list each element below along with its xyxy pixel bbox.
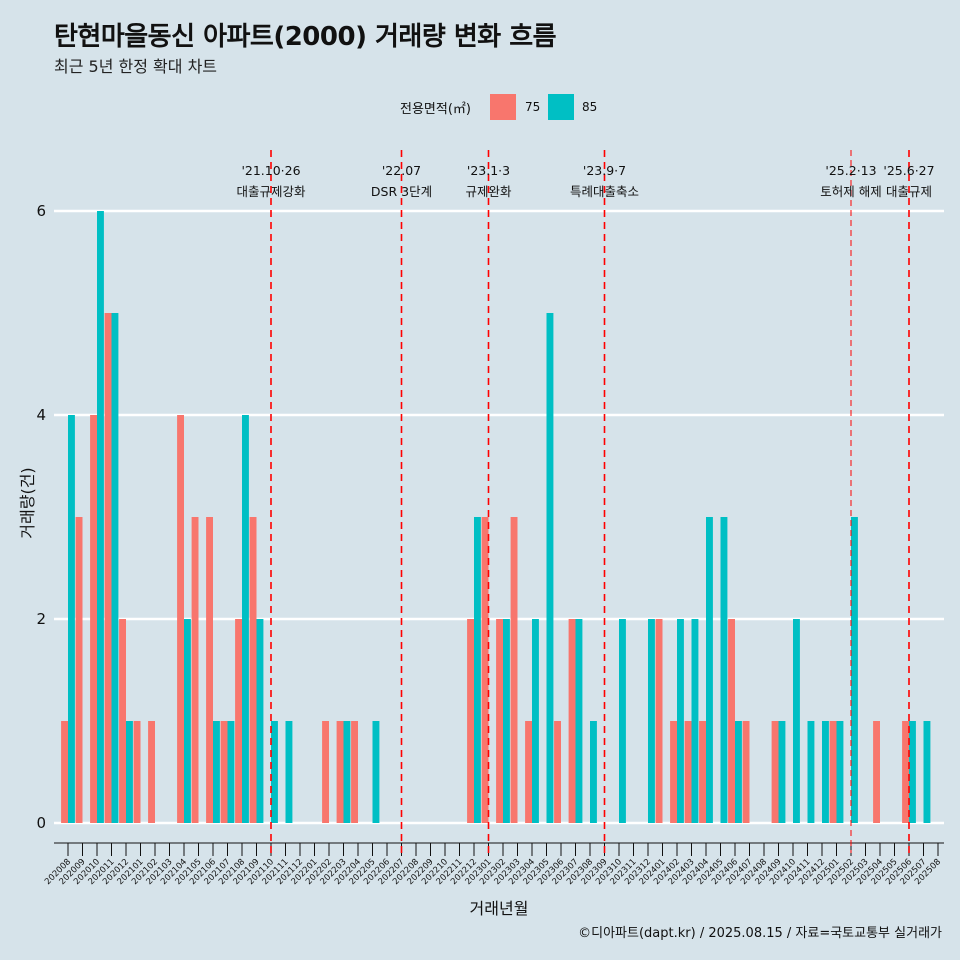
bar-85-202109 <box>256 619 264 823</box>
bar-85-202106 <box>213 721 220 823</box>
bar-75-202407 <box>742 721 750 823</box>
bar-85-202412 <box>822 721 829 823</box>
bar-75-202401 <box>655 619 663 823</box>
bar-75-202409 <box>771 721 779 823</box>
bar-85-202203 <box>343 721 351 823</box>
bar-85-202008 <box>68 415 75 823</box>
bar-75-202104 <box>177 415 184 823</box>
bar-75-202403 <box>684 721 692 823</box>
bar-75-202009 <box>75 517 83 823</box>
source-caption: ©디아파트(dapt.kr) / 2025.08.15 / 자료=국토교통부 실… <box>578 926 942 941</box>
bar-85-202507 <box>923 721 931 823</box>
bar-75-202504 <box>873 721 880 823</box>
bar-85-202104 <box>184 619 191 823</box>
bar-85-202307 <box>575 619 583 823</box>
legend-title: 전용면적(㎡) <box>400 102 471 117</box>
bar-85-202501 <box>836 721 844 823</box>
bar-75-202501 <box>829 721 837 823</box>
y-tick-label: 2 <box>36 610 46 628</box>
event-date: '21.10·26 <box>241 163 300 178</box>
bar-85-202502 <box>851 517 858 823</box>
event-date: '25.2·13 <box>825 163 876 178</box>
x-axis-title: 거래년월 <box>470 899 529 918</box>
bar-85-202405 <box>720 517 728 823</box>
bar-75-202010 <box>90 415 97 823</box>
bar-85-202010 <box>97 211 104 823</box>
bar-85-202212 <box>474 517 481 823</box>
bar-85-202107 <box>227 721 235 823</box>
bar-75-202307 <box>568 619 576 823</box>
bar-75-202302 <box>496 619 503 823</box>
bar-75-202212 <box>467 619 474 823</box>
bar-85-202410 <box>793 619 800 823</box>
bar-75-202012 <box>119 619 126 823</box>
bar-85-202404 <box>706 517 713 823</box>
legend-swatch-85 <box>548 94 574 120</box>
bar-75-202506 <box>902 721 909 823</box>
bar-85-202110 <box>271 721 278 823</box>
bar-85-202409 <box>778 721 786 823</box>
bar-75-202102 <box>148 721 155 823</box>
bar-75-202404 <box>699 721 706 823</box>
chart-subtitle: 최근 5년 한정 확대 차트 <box>54 57 218 76</box>
event-label: 대출규제강화 <box>236 184 306 199</box>
bar-75-202402 <box>670 721 677 823</box>
bar-85-202012 <box>126 721 133 823</box>
bar-75-202106 <box>206 517 213 823</box>
bar-75-202406 <box>728 619 735 823</box>
event-label: 규제완화 <box>465 184 512 199</box>
bar-85-202411 <box>807 721 815 823</box>
bar-75-202011 <box>104 313 112 823</box>
legend-label-75: 75 <box>525 100 541 114</box>
bar-75-202105 <box>191 517 199 823</box>
bar-85-202011 <box>111 313 119 823</box>
event-date: '23.9·7 <box>583 163 626 178</box>
event-date: '25.6·27 <box>883 163 934 178</box>
bar-75-202304 <box>525 721 532 823</box>
legend-label-85: 85 <box>582 100 598 114</box>
event-label: 대출규제 <box>886 184 932 199</box>
legend-swatch-75 <box>490 94 516 120</box>
event-label: 특례대출축소 <box>570 184 639 199</box>
y-tick-label: 0 <box>36 814 46 832</box>
bar-75-202203 <box>336 721 344 823</box>
bar-85-202406 <box>735 721 742 823</box>
bar-75-202306 <box>554 721 561 823</box>
bar-85-202305 <box>546 313 554 823</box>
bar-75-202301 <box>481 517 489 823</box>
y-tick-label: 6 <box>36 202 46 220</box>
bar-75-202109 <box>249 517 257 823</box>
bar-75-202303 <box>510 517 518 823</box>
bar-85-202108 <box>242 415 249 823</box>
bar-85-202402 <box>677 619 684 823</box>
event-date: '23.1·3 <box>467 163 510 178</box>
bar-85-202312 <box>648 619 655 823</box>
bar-85-202310 <box>619 619 626 823</box>
bar-75-202101 <box>133 721 141 823</box>
bar-75-202108 <box>235 619 242 823</box>
bar-85-202205 <box>372 721 380 823</box>
bar-85-202304 <box>532 619 539 823</box>
bar-75-202202 <box>322 721 329 823</box>
event-label: 토허제 해제 <box>820 184 881 199</box>
bar-85-202111 <box>285 721 293 823</box>
bar-85-202308 <box>590 721 597 823</box>
bar-75-202107 <box>220 721 228 823</box>
bar-85-202302 <box>503 619 510 823</box>
bar-85-202506 <box>909 721 916 823</box>
event-date: '22.07 <box>382 163 421 178</box>
legend: 전용면적(㎡) 75 85 <box>0 92 960 122</box>
chart-title: 탄현마을동신 아파트(2000) 거래량 변화 흐름 <box>54 22 557 52</box>
bar-75-202008 <box>61 721 68 823</box>
event-label: DSR 3단계 <box>371 184 432 199</box>
y-axis-title: 거래량(건) <box>18 467 37 538</box>
bar-85-202403 <box>691 619 699 823</box>
bar-75-202204 <box>351 721 358 823</box>
y-tick-label: 4 <box>36 406 46 424</box>
